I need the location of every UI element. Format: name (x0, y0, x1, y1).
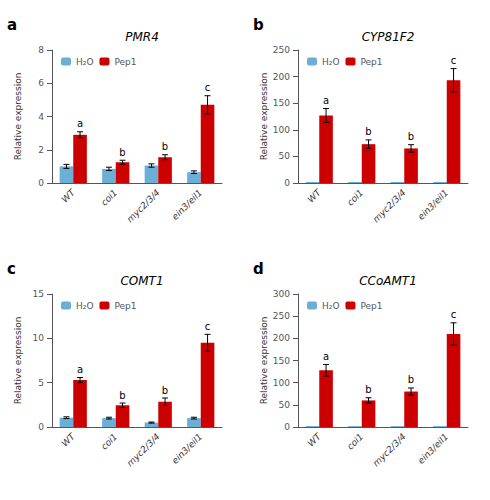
svg-text:Relative expression: Relative expression (13, 73, 23, 161)
svg-text:b: b (408, 131, 414, 142)
svg-text:H₂O: H₂O (322, 57, 339, 67)
svg-text:c: c (7, 260, 16, 278)
svg-text:ein3/eil1: ein3/eil1 (416, 431, 450, 465)
svg-text:WT: WT (60, 430, 78, 448)
svg-text:0: 0 (38, 422, 44, 432)
svg-text:myc2/3/4: myc2/3/4 (125, 187, 162, 224)
svg-text:0: 0 (284, 422, 290, 432)
svg-text:b: b (119, 390, 125, 401)
svg-text:c: c (451, 55, 457, 66)
svg-text:b: b (253, 16, 264, 34)
svg-text:a: a (7, 16, 17, 34)
svg-text:H₂O: H₂O (322, 301, 339, 311)
svg-text:a: a (323, 351, 329, 362)
svg-text:ein3/eil1: ein3/eil1 (416, 187, 450, 221)
svg-text:100: 100 (273, 125, 290, 135)
svg-text:50: 50 (279, 151, 291, 161)
svg-text:ein3/eil1: ein3/eil1 (170, 431, 204, 465)
svg-text:Relative expression: Relative expression (259, 317, 269, 405)
svg-text:WT: WT (306, 430, 324, 448)
svg-text:8: 8 (38, 45, 44, 55)
svg-text:b: b (162, 141, 168, 152)
svg-text:15: 15 (33, 289, 44, 299)
svg-text:myc2/3/4: myc2/3/4 (371, 187, 408, 224)
svg-text:H₂O: H₂O (76, 301, 93, 311)
svg-text:coi1: coi1 (99, 431, 119, 451)
svg-text:0: 0 (38, 178, 44, 188)
svg-text:Relative expression: Relative expression (13, 317, 23, 405)
svg-text:PMR4: PMR4 (125, 30, 159, 44)
svg-text:myc2/3/4: myc2/3/4 (125, 431, 162, 468)
svg-text:300: 300 (273, 289, 290, 299)
svg-text:WT: WT (306, 186, 324, 204)
svg-text:Pep1: Pep1 (360, 57, 382, 67)
svg-text:250: 250 (273, 45, 290, 55)
svg-text:50: 50 (279, 400, 291, 410)
svg-text:b: b (119, 147, 125, 158)
svg-text:4: 4 (38, 112, 44, 122)
svg-text:a: a (323, 95, 329, 106)
svg-text:myc2/3/4: myc2/3/4 (371, 431, 408, 468)
svg-text:CCoAMT1: CCoAMT1 (359, 274, 417, 288)
svg-text:d: d (253, 260, 264, 278)
svg-text:Pep1: Pep1 (114, 301, 136, 311)
svg-text:0: 0 (284, 178, 290, 188)
svg-text:b: b (365, 384, 371, 395)
svg-text:5: 5 (38, 378, 44, 388)
svg-text:WT: WT (60, 186, 78, 204)
svg-text:a: a (77, 364, 83, 375)
svg-text:Pep1: Pep1 (114, 57, 136, 67)
svg-text:150: 150 (273, 356, 290, 366)
svg-text:10: 10 (33, 333, 45, 343)
svg-text:coi1: coi1 (345, 431, 365, 451)
svg-text:H₂O: H₂O (76, 57, 93, 67)
svg-text:100: 100 (273, 378, 290, 388)
svg-text:a: a (77, 118, 83, 129)
svg-text:b: b (162, 385, 168, 396)
svg-text:2: 2 (38, 145, 44, 155)
svg-text:coi1: coi1 (99, 187, 119, 207)
svg-text:b: b (408, 374, 414, 385)
svg-text:200: 200 (273, 72, 290, 82)
svg-text:6: 6 (38, 78, 44, 88)
svg-text:c: c (205, 321, 211, 332)
svg-text:c: c (451, 309, 457, 320)
svg-text:coi1: coi1 (345, 187, 365, 207)
svg-text:ein3/eil1: ein3/eil1 (170, 187, 204, 221)
svg-text:CYP81F2: CYP81F2 (362, 30, 415, 44)
svg-text:200: 200 (273, 333, 290, 343)
svg-text:Relative expression: Relative expression (259, 73, 269, 161)
svg-text:b: b (365, 126, 371, 137)
svg-text:COMT1: COMT1 (120, 274, 163, 288)
svg-text:Pep1: Pep1 (360, 301, 382, 311)
svg-text:c: c (205, 82, 211, 93)
svg-text:250: 250 (273, 311, 290, 321)
svg-text:150: 150 (273, 98, 290, 108)
